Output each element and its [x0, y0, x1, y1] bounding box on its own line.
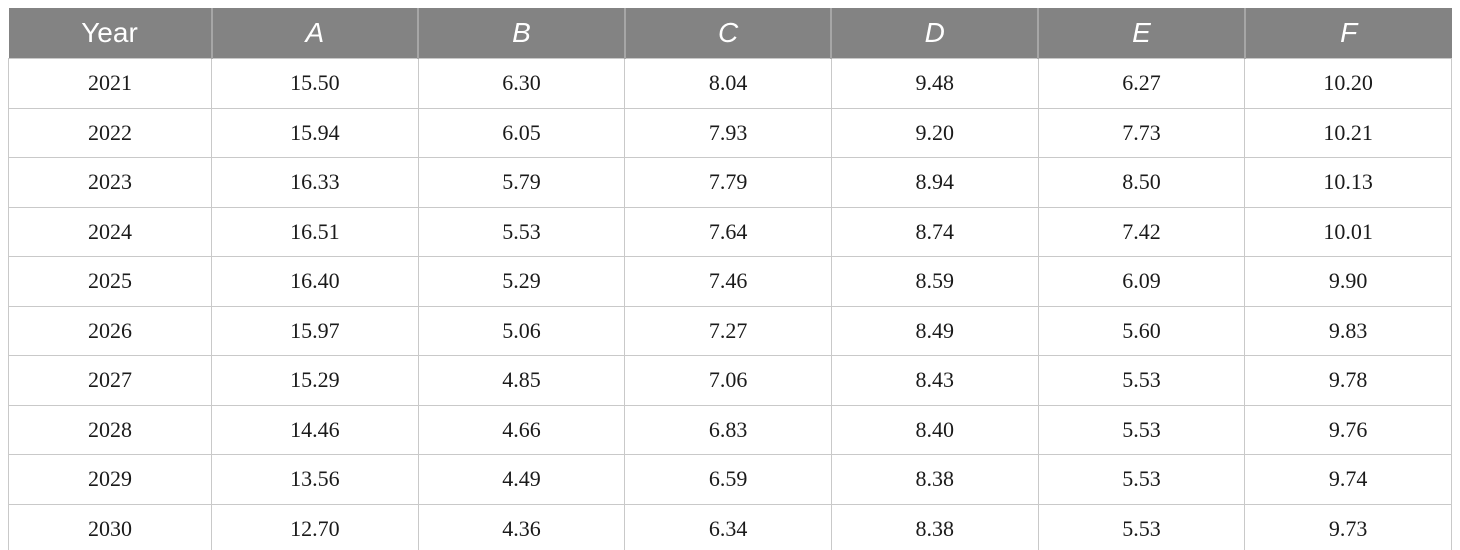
- value-cell: 6.30: [417, 58, 626, 109]
- value-cell: 7.93: [624, 107, 832, 158]
- value-cell: 4.49: [417, 454, 626, 505]
- year-cell: 2023: [8, 157, 212, 208]
- value-cell: 8.59: [830, 256, 1039, 307]
- value-cell: 6.27: [1037, 58, 1246, 109]
- column-header-c: C: [624, 8, 833, 59]
- value-cell: 7.64: [624, 206, 832, 257]
- table-body: 2021 15.50 6.30 8.04 9.48 6.27 10.20 2022 15.94 6…: [8, 58, 1452, 550]
- value-cell: 9.78: [1244, 355, 1452, 406]
- value-cell: 7.79: [624, 157, 832, 208]
- column-header-e: E: [1038, 8, 1246, 59]
- data-table: Year A B C D E F 2021 15.50 6.30 8.04 9.48 6.…: [8, 8, 1452, 550]
- value-cell: 7.27: [624, 305, 832, 356]
- table-row: 2026 15.97 5.06 7.27 8.49 5.60 9.83: [8, 305, 1452, 356]
- table-row: 2023 16.33 5.79 7.79 8.94 8.50 10.13: [8, 157, 1452, 208]
- value-cell: 9.20: [830, 107, 1039, 158]
- value-cell: 8.94: [830, 157, 1039, 208]
- year-cell: 2030: [8, 503, 212, 550]
- value-cell: 15.50: [211, 58, 419, 109]
- value-cell: 8.40: [830, 404, 1039, 455]
- year-cell: 2027: [8, 355, 212, 406]
- value-cell: 10.20: [1244, 58, 1452, 109]
- value-cell: 8.49: [830, 305, 1039, 356]
- value-cell: 7.73: [1037, 107, 1246, 158]
- value-cell: 8.38: [830, 454, 1039, 505]
- value-cell: 9.73: [1244, 503, 1452, 550]
- value-cell: 8.50: [1037, 157, 1246, 208]
- value-cell: 10.21: [1244, 107, 1452, 158]
- value-cell: 16.40: [211, 256, 419, 307]
- value-cell: 6.59: [624, 454, 832, 505]
- year-cell: 2022: [8, 107, 212, 158]
- value-cell: 7.06: [624, 355, 832, 406]
- table-row: 2029 13.56 4.49 6.59 8.38 5.53 9.74: [8, 454, 1452, 505]
- value-cell: 16.51: [211, 206, 419, 257]
- value-cell: 5.29: [417, 256, 626, 307]
- value-cell: 5.53: [1037, 404, 1246, 455]
- table-row: 2022 15.94 6.05 7.93 9.20 7.73 10.21: [8, 107, 1452, 158]
- table-header: Year A B C D E F: [8, 8, 1452, 59]
- year-cell: 2029: [8, 454, 212, 505]
- value-cell: 5.53: [1037, 355, 1246, 406]
- value-cell: 10.13: [1244, 157, 1452, 208]
- value-cell: 5.60: [1037, 305, 1246, 356]
- value-cell: 8.43: [830, 355, 1039, 406]
- table-row: 2025 16.40 5.29 7.46 8.59 6.09 9.90: [8, 256, 1452, 307]
- table-row: 2028 14.46 4.66 6.83 8.40 5.53 9.76: [8, 404, 1452, 455]
- year-cell: 2024: [8, 206, 212, 257]
- value-cell: 8.74: [830, 206, 1039, 257]
- value-cell: 7.46: [624, 256, 832, 307]
- column-header-d: D: [831, 8, 1040, 59]
- value-cell: 5.53: [1037, 503, 1246, 550]
- value-cell: 9.90: [1244, 256, 1452, 307]
- year-cell: 2026: [8, 305, 212, 356]
- column-header-b: B: [418, 8, 626, 59]
- value-cell: 4.85: [417, 355, 626, 406]
- year-cell: 2028: [8, 404, 212, 455]
- year-cell: 2025: [8, 256, 212, 307]
- value-cell: 6.83: [624, 404, 832, 455]
- value-cell: 16.33: [211, 157, 419, 208]
- column-header-f: F: [1244, 8, 1452, 59]
- value-cell: 5.53: [417, 206, 626, 257]
- value-cell: 15.29: [211, 355, 419, 406]
- value-cell: 6.05: [417, 107, 626, 158]
- value-cell: 5.79: [417, 157, 626, 208]
- value-cell: 4.66: [417, 404, 626, 455]
- column-header-year: Year: [8, 8, 213, 59]
- value-cell: 8.04: [624, 58, 832, 109]
- value-cell: 5.53: [1037, 454, 1246, 505]
- table-row: 2030 12.70 4.36 6.34 8.38 5.53 9.73: [8, 503, 1452, 550]
- value-cell: 13.56: [211, 454, 419, 505]
- table-row: 2024 16.51 5.53 7.64 8.74 7.42 10.01: [8, 206, 1452, 257]
- value-cell: 9.48: [830, 58, 1039, 109]
- value-cell: 9.83: [1244, 305, 1452, 356]
- value-cell: 10.01: [1244, 206, 1452, 257]
- value-cell: 4.36: [417, 503, 626, 550]
- value-cell: 12.70: [211, 503, 419, 550]
- value-cell: 8.38: [830, 503, 1039, 550]
- value-cell: 5.06: [417, 305, 626, 356]
- value-cell: 15.94: [211, 107, 419, 158]
- value-cell: 7.42: [1037, 206, 1246, 257]
- table-row: 2021 15.50 6.30 8.04 9.48 6.27 10.20: [8, 58, 1452, 109]
- value-cell: 9.76: [1244, 404, 1452, 455]
- column-header-a: A: [211, 8, 420, 59]
- value-cell: 14.46: [211, 404, 419, 455]
- header-row: Year A B C D E F: [8, 8, 1452, 59]
- table-row: 2027 15.29 4.85 7.06 8.43 5.53 9.78: [8, 355, 1452, 406]
- value-cell: 15.97: [211, 305, 419, 356]
- value-cell: 9.74: [1244, 454, 1452, 505]
- value-cell: 6.34: [624, 503, 832, 550]
- value-cell: 6.09: [1037, 256, 1246, 307]
- year-cell: 2021: [8, 58, 212, 109]
